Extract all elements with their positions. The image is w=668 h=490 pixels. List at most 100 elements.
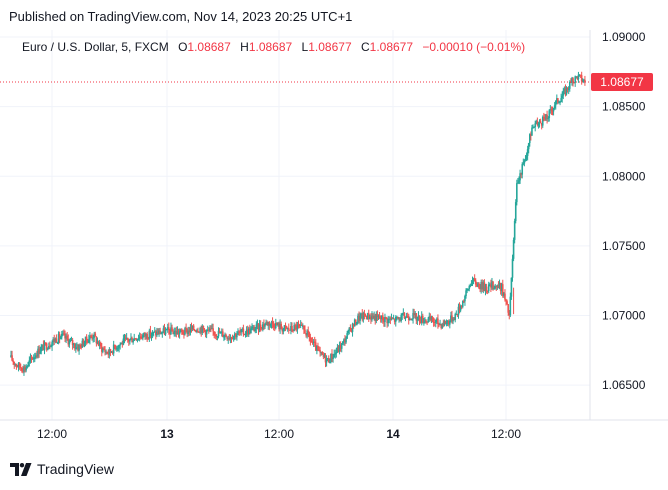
candle [209,325,211,333]
candle [424,317,426,324]
candle [32,354,35,363]
candle [548,109,551,122]
candle [423,318,425,326]
candle [97,340,100,347]
candle-body [563,88,566,91]
candle-body [79,344,81,346]
candle-body [212,328,214,332]
candle-body [150,334,153,337]
candle-body [396,316,398,318]
candle-body [464,296,466,302]
candle [268,321,271,331]
candle-body [298,324,301,327]
candle-body [264,324,266,327]
price-axis[interactable]: 1.09000 1.08500 1.08000 1.07500 1.07000 1.065… [602,30,646,392]
candle [41,344,44,351]
candle [566,87,569,93]
candle-body [500,284,503,292]
candle [578,74,581,77]
candle-body [46,348,49,350]
candle-body [339,344,342,349]
candle-body [266,322,268,326]
candle [298,323,301,329]
candle [506,299,508,305]
high-value: 1.08687 [248,40,293,54]
candle [66,331,69,341]
candle-body [44,342,47,344]
candle-body [190,327,193,330]
candle-body [498,282,501,289]
candle-body [13,361,16,365]
candle-body [429,316,432,320]
time-axis[interactable]: 12:00 13 12:00 14 12:00 [37,427,521,441]
candle-body [35,355,37,358]
candle-body [29,357,32,361]
candle [510,277,513,300]
candle [287,323,290,334]
candle [457,303,460,319]
candle [413,308,415,319]
candle [73,342,76,351]
candle-body [171,327,173,332]
candle-body [225,334,227,337]
candle-body [280,323,283,329]
candle [434,319,437,328]
candle [64,330,66,343]
candle-body [553,105,556,108]
candle-body [344,339,346,343]
candle-body [350,329,353,332]
candle-body [204,330,207,335]
candle-body [175,330,178,335]
candle-body [228,338,231,340]
candle-body [66,335,69,339]
candle [232,335,235,342]
candle-body [222,331,224,337]
candle-body [342,341,344,344]
candle [557,97,559,105]
candle [135,337,138,341]
candle-body [485,286,488,291]
candle-body [307,330,310,333]
candle [443,319,446,327]
candle [534,120,537,132]
candle [312,339,315,347]
candle [243,333,246,336]
candle-body [554,100,557,106]
candle-body [478,283,480,289]
candle [419,316,422,324]
tradingview-footer[interactable]: TradingView [10,461,114,477]
candle [188,326,191,336]
candle [466,287,468,294]
candle [50,344,52,348]
candle [449,319,451,329]
candle-body [174,330,177,333]
candle-body [576,76,579,80]
candle [252,324,254,331]
candle-body [577,74,580,80]
candle [385,316,387,320]
candle [458,302,461,314]
candle-body [179,329,182,332]
candle [197,327,199,333]
candle [18,362,21,370]
candle [526,145,529,161]
candle [438,322,440,328]
candle [576,76,579,81]
candle-body [512,239,515,259]
candle-body [89,335,91,340]
candle-body [574,76,576,83]
candle-body [572,78,574,83]
candle [13,361,16,369]
candle-body [421,315,424,323]
candle [253,324,255,332]
candle-body [88,339,90,343]
candle [142,333,144,341]
candle [231,334,234,340]
candle-body [579,74,582,76]
candle [409,316,411,321]
candle [216,335,219,341]
candle-body [23,366,25,372]
candle-body [215,334,218,337]
candle-body [567,88,570,90]
